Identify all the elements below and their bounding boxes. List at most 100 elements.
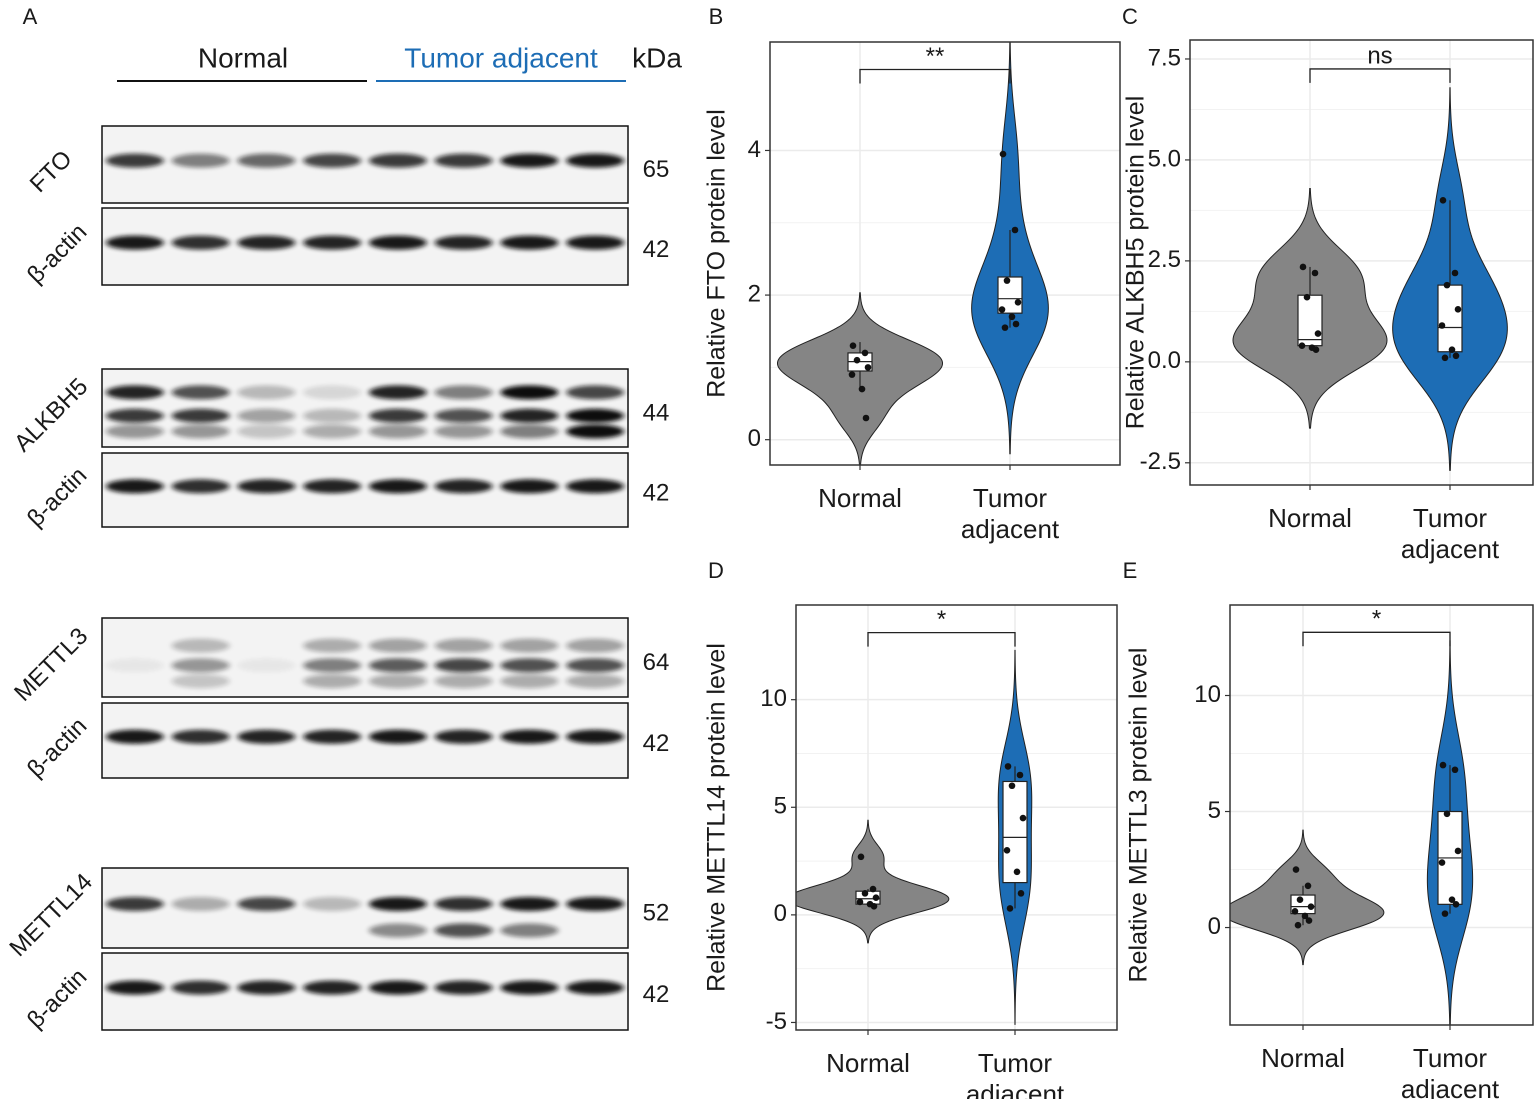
point [1016,771,1024,779]
y-tick-label: 5 [1208,797,1221,824]
plot-border [1229,604,1534,1026]
blot-band [237,729,296,744]
box [1437,284,1463,353]
point [858,385,866,393]
x-tick-label: Tumor adjacent [1400,503,1500,564]
blot-band [237,424,296,439]
y-tick-label: 0 [1208,913,1221,940]
significance-bracket [1309,68,1451,83]
blot-band [500,923,559,938]
blot-band [105,408,164,423]
point [1452,352,1460,360]
blot-band [237,153,296,168]
y-tick-label: 10 [1194,681,1221,708]
blot-band [368,385,427,400]
point [1448,346,1456,354]
protein-label: METTL14 [4,868,98,962]
blot-band [500,980,559,995]
blot-band [368,923,427,938]
blot-band [171,980,230,995]
point [1448,896,1456,903]
blot-band [368,479,427,494]
blot-band [105,980,164,995]
point [853,356,861,364]
blot-band [368,658,427,673]
blot-band [303,408,362,423]
y-tick-label: -5 [766,1008,787,1035]
significance-bracket [1302,631,1451,647]
blot-band [303,729,362,744]
protein-label: ALKBH5 [9,373,93,457]
plot-area [796,605,1117,1030]
point [1014,299,1022,306]
blot-band [303,674,362,689]
blot-band [500,408,559,423]
blot-band [368,897,427,911]
blot-band [434,408,493,423]
blot-band [368,674,427,689]
point [1305,917,1313,924]
point [1454,847,1462,855]
point [1012,320,1020,328]
point [861,349,869,357]
x-tick-label: Tumor adjacent [960,483,1060,544]
blot-band [434,897,493,911]
x-tick-label: Normal [1261,1043,1345,1073]
point [1006,905,1014,912]
blot-band [500,674,559,689]
point [1292,866,1300,873]
blot-band [105,153,164,168]
panel-letter: B [709,4,724,29]
blot-band [237,658,296,673]
point [1001,324,1009,331]
point [1438,859,1446,866]
y-tick-label: 10 [760,685,787,712]
blot-band [500,424,559,439]
blot-band [566,674,625,689]
panel-letter: E [1123,558,1138,583]
point [1298,342,1306,349]
blot-band [303,897,362,911]
point [1301,912,1309,920]
blot-band [566,980,625,995]
blot-band [303,980,362,995]
point [872,894,880,901]
plot-border [1189,39,1534,486]
blot-band [105,479,164,494]
group-label: Normal [198,42,288,73]
blot-band [105,729,164,744]
point [1451,269,1459,277]
blot-band [500,729,559,744]
blot-band [105,658,164,673]
kda-label: 42 [643,730,670,757]
blot-band [566,658,625,673]
box [1002,780,1028,884]
point [998,306,1006,313]
panel-letter: C [1122,4,1138,29]
blot-band [566,153,625,168]
blot-band [237,408,296,423]
blot-band [434,658,493,673]
point [1312,346,1320,354]
plot-area [1190,40,1533,485]
blot-band [434,674,493,689]
blot-band [566,729,625,744]
blot-band [303,479,362,494]
blot-band [303,424,362,439]
box [1297,294,1323,347]
point [857,853,865,861]
point [1451,766,1459,774]
protein-label: FTO [25,145,78,198]
blot-band [500,658,559,673]
y-tick-label: 5.0 [1148,145,1181,172]
point [999,150,1007,158]
point [864,364,872,371]
point [1291,907,1299,915]
point [1314,330,1322,337]
point [848,371,856,378]
blot-band [171,408,230,423]
y-axis-title: Relative FTO protein level [703,109,731,398]
y-axis-title: Relative ALKBH5 protein level [1122,96,1150,430]
blot-band [434,153,493,168]
